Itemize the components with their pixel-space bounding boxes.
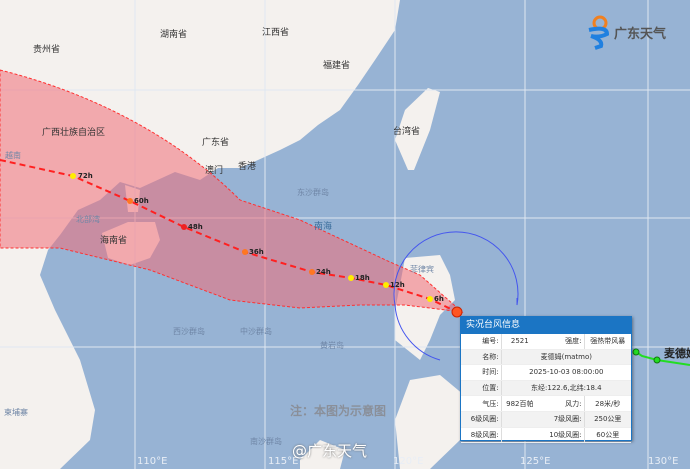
info-row: 时间: 2025-10-03 08:00:00	[461, 364, 631, 381]
info-row: 位置: 东经:122.6,北纬:18.4	[461, 380, 631, 397]
forecast-points	[70, 173, 463, 318]
label-6h: 6h	[434, 295, 444, 303]
info-row: 编号: 2521 强度: 强热带风暴	[461, 334, 631, 350]
info-row: 气压: 982百帕 风力: 28米/秒	[461, 395, 631, 412]
point-12h	[383, 282, 389, 288]
wind-circle	[393, 231, 519, 361]
tick-125e: 125°E	[520, 456, 551, 467]
label-jiangxi: 江西省	[262, 28, 290, 38]
label-48h: 48h	[188, 223, 203, 231]
guangdong-weather-logo: 广东天气	[585, 14, 666, 50]
point-48h	[181, 224, 187, 230]
label-cambodia: 柬埔寨	[4, 408, 28, 417]
label-fujian: 福建省	[323, 61, 351, 71]
label-guangdong: 广东省	[202, 138, 230, 148]
label-beibuwan: 北部湾	[76, 215, 100, 224]
point-72h	[70, 173, 76, 179]
forecast-cone	[0, 69, 464, 313]
label-zhongsha: 中沙群岛	[240, 327, 272, 336]
typhoon-current-position	[451, 306, 463, 318]
label-vietnam: 越南	[5, 151, 21, 160]
label-south-china-sea: 南海	[314, 222, 333, 232]
tick-130e: 130°E	[648, 456, 679, 467]
label-xisha: 西沙群岛	[173, 327, 205, 336]
label-guangxi: 广西壮族自治区	[42, 128, 106, 138]
disclaimer-note: 注：本图为示意图	[290, 404, 387, 418]
other-typhoon-track	[635, 351, 690, 366]
label-hongkong: 香港	[238, 162, 257, 172]
logo-icon	[588, 15, 610, 50]
other-typhoon-label: 麦德姆	[664, 347, 690, 360]
forecast-track	[0, 159, 458, 313]
label-taiwan: 台湾省	[393, 127, 421, 137]
label-24h: 24h	[316, 268, 331, 276]
typhoon-info-panel: 实况台风信息 编号: 2521 强度: 强热带风暴 名称: 麦德姆(matmo) 时间:…	[460, 316, 632, 444]
point-36h	[242, 249, 248, 255]
point-24h	[309, 269, 315, 275]
point-6h	[427, 296, 433, 302]
label-36h: 36h	[249, 248, 264, 256]
label-72h: 72h	[78, 172, 93, 180]
label-philippines: 菲律宾	[410, 265, 434, 274]
label-60h: 60h	[134, 197, 149, 205]
label-hunan: 湖南省	[160, 30, 188, 40]
label-hainan: 海南省	[100, 236, 128, 246]
label-huangyan: 黄岩岛	[320, 341, 344, 350]
info-panel-title: 实况台风信息	[461, 317, 631, 334]
taiwan-island	[395, 88, 440, 170]
label-macau: 澳门	[205, 166, 224, 176]
weibo-watermark: @广东天气	[292, 442, 368, 460]
label-guizhou: 贵州省	[33, 45, 61, 55]
info-row: 6级风圈: 7级风圈: 250公里	[461, 411, 631, 428]
point-60h	[127, 198, 133, 204]
label-18h: 18h	[355, 274, 370, 282]
point-18h	[348, 275, 354, 281]
label-nansha: 南沙群岛	[250, 437, 282, 446]
label-dongsha: 东沙群岛	[297, 188, 329, 197]
tick-110e: 110°E	[137, 456, 168, 467]
info-row: 8级风圈: 10级风圈: 60公里	[461, 427, 631, 444]
tick-120e: 120°E	[393, 456, 424, 467]
tick-115e: 115°E	[268, 456, 299, 467]
info-row: 名称: 麦德姆(matmo)	[461, 349, 631, 366]
label-12h: 12h	[390, 281, 405, 289]
